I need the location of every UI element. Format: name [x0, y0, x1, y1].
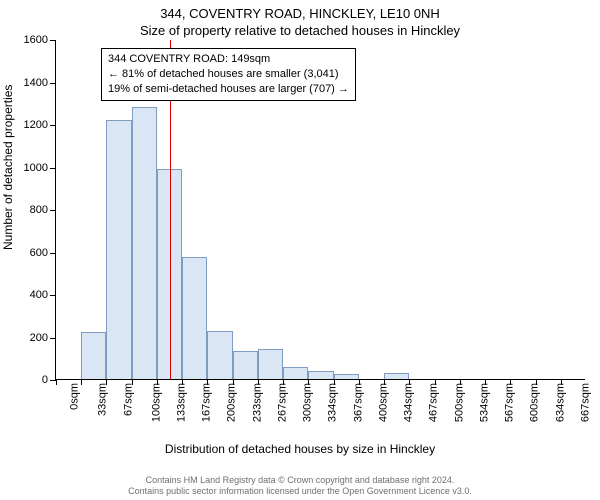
x-tick-label: 567sqm — [504, 383, 516, 422]
x-tick — [182, 379, 183, 385]
y-tick-label: 600 — [30, 247, 56, 259]
x-tick-label: 467sqm — [428, 383, 440, 422]
x-tick — [157, 379, 158, 385]
histogram-bar — [207, 331, 232, 379]
y-tick-label: 800 — [30, 204, 56, 216]
x-tick — [561, 379, 562, 385]
plot-area: 020040060080010001200140016000sqm33sqm67… — [55, 40, 585, 380]
x-tick-label: 200sqm — [226, 383, 238, 422]
histogram-bar — [384, 373, 409, 379]
y-tick-label: 1000 — [24, 162, 56, 174]
y-tick-label: 1600 — [24, 34, 56, 46]
x-tick-label: 0sqm — [69, 383, 81, 410]
x-tick-label: 500sqm — [453, 383, 465, 422]
x-tick — [409, 379, 410, 385]
page-title-line1: 344, COVENTRY ROAD, HINCKLEY, LE10 0NH — [0, 6, 600, 21]
histogram-bar — [283, 367, 308, 379]
x-tick-label: 167sqm — [201, 383, 213, 422]
info-box: 344 COVENTRY ROAD: 149sqm ← 81% of detac… — [101, 48, 356, 101]
x-tick — [485, 379, 486, 385]
x-tick-label: 100sqm — [150, 383, 162, 422]
x-tick — [132, 379, 133, 385]
x-tick — [435, 379, 436, 385]
histogram-bar — [106, 120, 131, 379]
x-tick-label: 233sqm — [251, 383, 263, 422]
x-tick — [536, 379, 537, 385]
x-tick-label: 634sqm — [554, 383, 566, 422]
x-tick — [359, 379, 360, 385]
x-tick — [283, 379, 284, 385]
x-tick-label: 534sqm — [478, 383, 490, 422]
x-tick-label: 434sqm — [403, 383, 415, 422]
info-box-line2: ← 81% of detached houses are smaller (3,… — [108, 67, 349, 82]
x-tick — [233, 379, 234, 385]
histogram-bar — [132, 107, 157, 379]
y-tick-label: 1200 — [24, 119, 56, 131]
page-title-line2: Size of property relative to detached ho… — [0, 23, 600, 38]
y-tick-label: 0 — [42, 374, 56, 386]
histogram-bar — [334, 374, 359, 379]
info-box-line1: 344 COVENTRY ROAD: 149sqm — [108, 52, 349, 67]
footer-line2: Contains public sector information licen… — [0, 486, 600, 497]
x-tick — [334, 379, 335, 385]
x-axis-label: Distribution of detached houses by size … — [0, 442, 600, 456]
x-tick — [510, 379, 511, 385]
x-tick-label: 600sqm — [529, 383, 541, 422]
x-tick — [308, 379, 309, 385]
footer-attribution: Contains HM Land Registry data © Crown c… — [0, 475, 600, 498]
x-tick — [56, 379, 57, 385]
x-tick-label: 367sqm — [352, 383, 364, 422]
histogram-bar — [258, 349, 283, 379]
x-tick — [106, 379, 107, 385]
x-tick — [207, 379, 208, 385]
x-tick — [384, 379, 385, 385]
y-axis-label: Number of detached properties — [1, 85, 15, 250]
x-tick — [81, 379, 82, 385]
x-tick-label: 334sqm — [327, 383, 339, 422]
x-tick-label: 400sqm — [377, 383, 389, 422]
footer-line1: Contains HM Land Registry data © Crown c… — [0, 475, 600, 486]
x-tick-label: 667sqm — [579, 383, 591, 422]
y-tick-label: 400 — [30, 289, 56, 301]
x-tick-label: 33sqm — [97, 383, 109, 416]
histogram-bar — [233, 351, 258, 379]
histogram-bar — [182, 257, 207, 379]
x-tick — [258, 379, 259, 385]
y-tick-label: 1400 — [24, 77, 56, 89]
histogram-bar — [81, 332, 106, 379]
chart-container: Number of detached properties 0200400600… — [0, 40, 600, 460]
x-tick-label: 67sqm — [122, 383, 134, 416]
x-tick-label: 267sqm — [277, 383, 289, 422]
histogram-bar — [308, 371, 333, 380]
x-tick-label: 300sqm — [302, 383, 314, 422]
x-tick-label: 133sqm — [176, 383, 188, 422]
x-tick — [460, 379, 461, 385]
y-tick-label: 200 — [30, 332, 56, 344]
info-box-line3: 19% of semi-detached houses are larger (… — [108, 82, 349, 97]
